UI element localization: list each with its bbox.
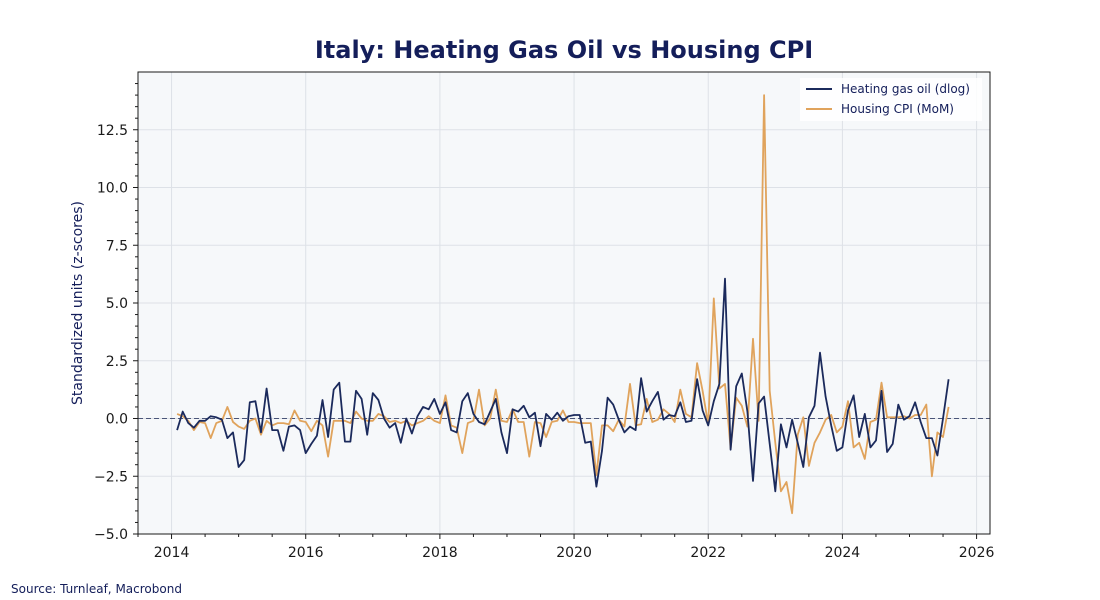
- x-tick-label: 2018: [422, 545, 458, 561]
- y-tick-label: −2.5: [94, 469, 128, 485]
- y-tick-label: −5.0: [94, 527, 128, 543]
- y-tick-label: 5.0: [106, 296, 128, 312]
- x-tick-label: 2026: [959, 545, 995, 561]
- y-tick-label: 12.5: [97, 123, 128, 139]
- y-tick-label: 2.5: [106, 354, 128, 370]
- y-tick-label: 10.0: [97, 181, 128, 197]
- series-line-gas-oil: [176, 277, 950, 493]
- legend-box: [800, 78, 982, 121]
- series-line-housing-cpi: [176, 94, 950, 515]
- legend: Heating gas oil (dlog) Housing CPI (MoM): [800, 78, 982, 121]
- legend-label-housing-cpi: Housing CPI (MoM): [841, 102, 954, 116]
- series-layer: [176, 94, 950, 515]
- x-tick-label: 2022: [690, 545, 726, 561]
- x-tick-label: 2014: [154, 545, 190, 561]
- chart-title: Italy: Heating Gas Oil vs Housing CPI: [315, 36, 813, 64]
- x-tick-label: 2020: [556, 545, 592, 561]
- y-axis-label: Standardized units (z-scores): [70, 201, 86, 405]
- source-note: Source: Turnleaf, Macrobond: [11, 582, 182, 596]
- x-tick-label: 2016: [288, 545, 324, 561]
- x-tick-label: 2024: [825, 545, 861, 561]
- axes: 2014 2016 2018 2020 2022 2024 2026 −5.0 −2.5 0.0 2…: [94, 83, 995, 561]
- y-tick-label: 0.0: [106, 412, 128, 428]
- legend-label-gas-oil: Heating gas oil (dlog): [841, 82, 970, 96]
- y-tick-label: 7.5: [106, 238, 128, 254]
